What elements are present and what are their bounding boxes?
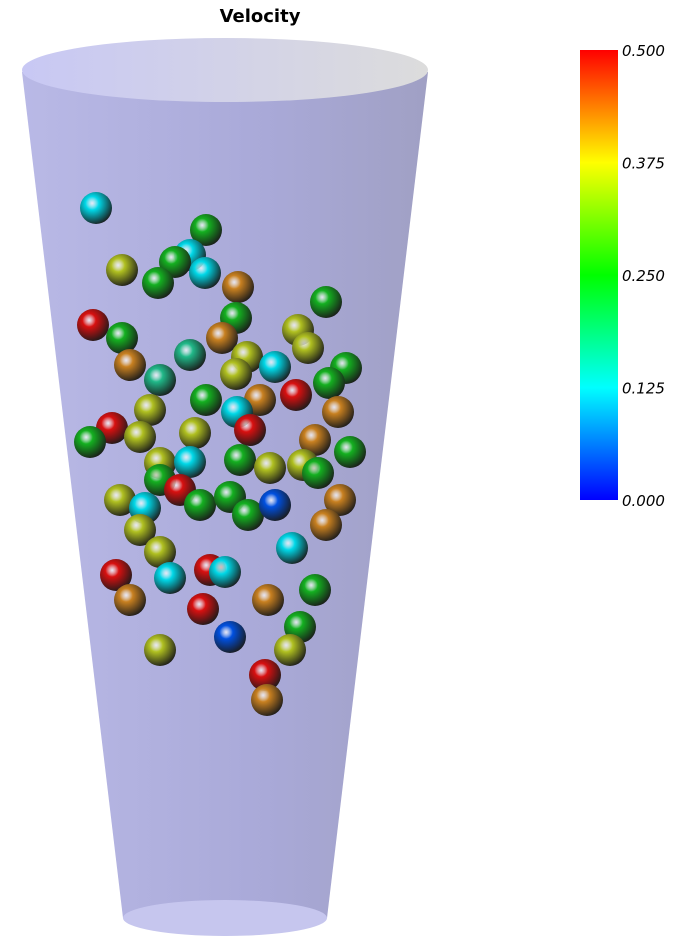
colorbar-label: 0.250 (622, 267, 665, 285)
particle (80, 192, 112, 224)
particle (106, 254, 138, 286)
colorbar-label: 0.000 (622, 492, 665, 510)
particle (209, 556, 241, 588)
colorbar-label: 0.375 (622, 155, 665, 173)
particle (251, 684, 283, 716)
particle (259, 489, 291, 521)
particle (179, 417, 211, 449)
particle (106, 322, 138, 354)
particle (322, 396, 354, 428)
colorbar-label: 0.500 (622, 42, 665, 60)
particle (214, 621, 246, 653)
particle (252, 584, 284, 616)
particle (334, 436, 366, 468)
particle (220, 358, 252, 390)
particle (310, 286, 342, 318)
particle (222, 271, 254, 303)
particle (142, 267, 174, 299)
particle (299, 574, 331, 606)
particle (174, 339, 206, 371)
particle (114, 584, 146, 616)
particle (276, 532, 308, 564)
particle (189, 257, 221, 289)
particle (77, 309, 109, 341)
particle (187, 593, 219, 625)
particle (274, 634, 306, 666)
particle (254, 452, 286, 484)
particle (224, 444, 256, 476)
particle (190, 384, 222, 416)
particle (280, 379, 312, 411)
particle (302, 457, 334, 489)
particle (234, 414, 266, 446)
particle (184, 489, 216, 521)
particle (313, 367, 345, 399)
cone-bottom (123, 900, 327, 936)
particle (124, 421, 156, 453)
particle (114, 349, 146, 381)
particle (144, 634, 176, 666)
particle (292, 332, 324, 364)
colorbar-label: 0.125 (622, 380, 665, 398)
title: Velocity (220, 6, 301, 27)
particle (259, 351, 291, 383)
colorbar-labels: 0.500 0.375 0.250 0.125 0.000 (622, 42, 665, 510)
cone-top (22, 38, 428, 102)
particle (144, 364, 176, 396)
colorbar (580, 50, 618, 500)
particle (74, 426, 106, 458)
particle (174, 446, 206, 478)
visualization: Velocity 0.500 0.375 0.250 0.125 0.000 (0, 0, 690, 946)
particle (310, 509, 342, 541)
particle (154, 562, 186, 594)
